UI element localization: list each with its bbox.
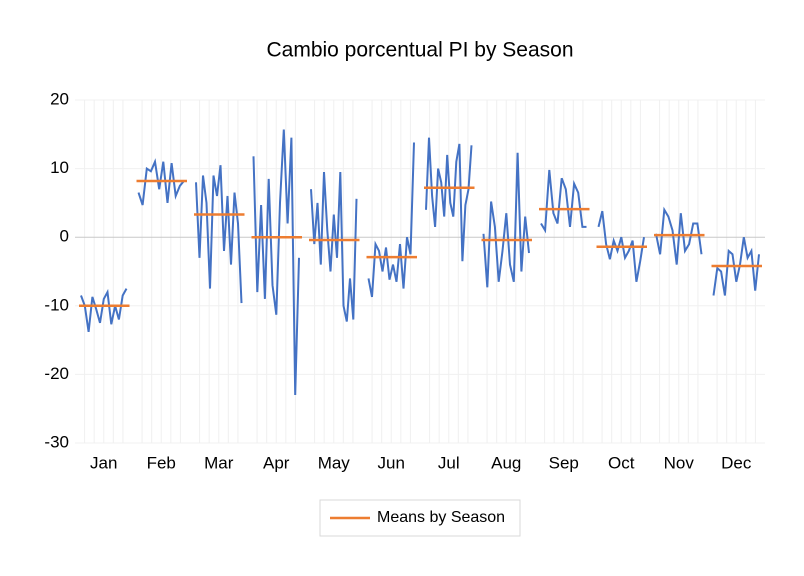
cycle-line (367, 142, 415, 298)
cycle-line (655, 206, 703, 265)
x-tick-label: Jun (378, 453, 405, 472)
cycle-line (252, 129, 300, 396)
cycle-line (80, 288, 128, 333)
x-tick-label: Apr (263, 453, 290, 472)
y-tick-label: -30 (44, 432, 69, 451)
x-tick-label: May (318, 453, 351, 472)
cycle-line (712, 237, 760, 296)
x-tick-label: Feb (147, 453, 176, 472)
cycle-line (540, 169, 587, 234)
x-tick-label: Nov (664, 453, 695, 472)
legend-box (319, 499, 521, 537)
y-tick-label: 20 (50, 89, 69, 108)
x-tick-label: Aug (491, 453, 521, 472)
legend-label: Means by Season (377, 509, 505, 526)
cycle-line (310, 171, 358, 322)
cycle-line (137, 158, 185, 206)
x-tick-label: Sep (549, 453, 579, 472)
x-tick-label: Jan (90, 453, 117, 472)
y-tick-label: -10 (44, 295, 69, 314)
x-tick-label: Mar (204, 453, 234, 472)
chart-title: Cambio porcentual PI by Season (266, 39, 573, 62)
cycle-line (195, 165, 243, 304)
y-tick-label: 10 (50, 158, 69, 177)
y-tick-label: 0 (60, 227, 69, 246)
cycle-line (597, 210, 645, 282)
cycle-line (482, 152, 530, 288)
x-tick-label: Dec (721, 453, 752, 472)
x-tick-label: Oct (608, 453, 635, 472)
y-tick-label: -20 (44, 364, 69, 383)
x-tick-label: Jul (438, 453, 460, 472)
cycle-line (425, 137, 473, 262)
